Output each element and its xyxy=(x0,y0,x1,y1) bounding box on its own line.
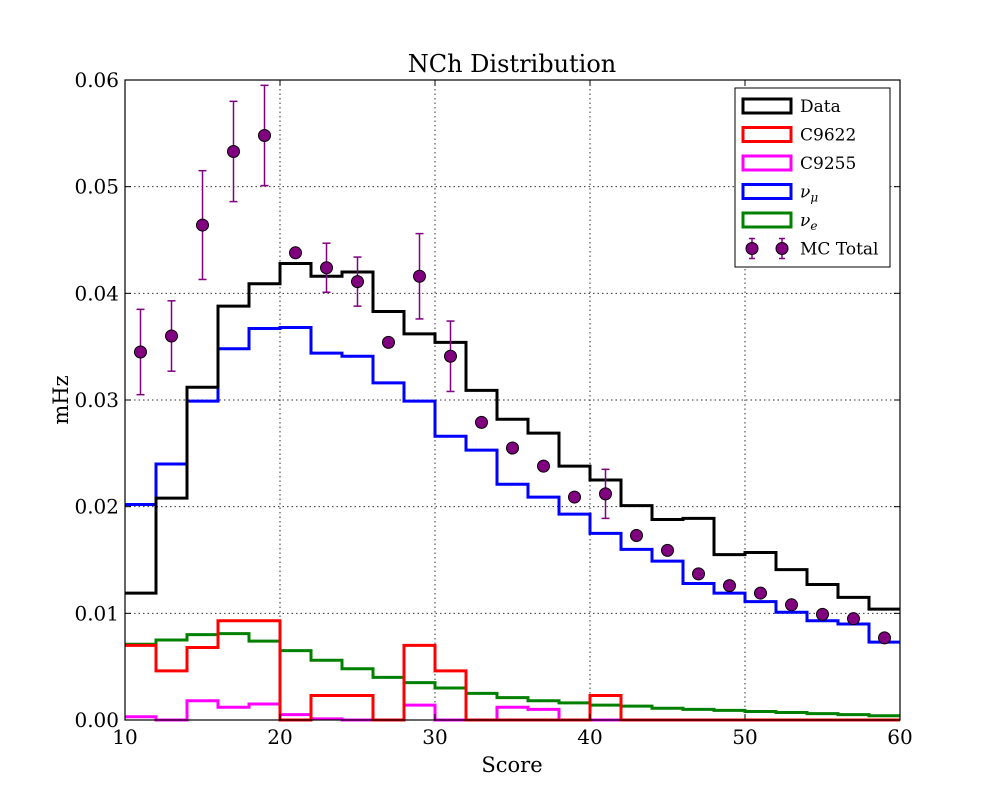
series-c9255-step xyxy=(125,699,900,722)
x-axis-label: Score xyxy=(481,753,542,777)
series-data-step xyxy=(125,261,900,611)
mc-total-point xyxy=(320,261,333,275)
mc-total-point xyxy=(475,415,488,429)
series-c9622-step xyxy=(125,619,900,722)
mc-total-point xyxy=(537,459,550,473)
mc-total-point xyxy=(134,345,147,359)
series-layer xyxy=(125,84,900,722)
x-tick-label: 60 xyxy=(887,725,912,749)
x-tick-label: 10 xyxy=(112,725,137,749)
series-nu-mu-step xyxy=(125,325,900,644)
y-tick-label: 0.06 xyxy=(74,68,119,92)
legend-label: Data xyxy=(800,97,841,117)
mc-total-point xyxy=(723,579,736,593)
y-tick-label: 0.05 xyxy=(74,175,119,199)
y-axis-label: mHz xyxy=(49,375,73,424)
legend-swatch xyxy=(741,97,793,115)
mc-total-point xyxy=(382,335,395,349)
mc-total-point xyxy=(165,329,178,343)
mc-total-point xyxy=(816,607,829,621)
legend: Data C9622 C9255 νμ νe MC Total xyxy=(734,87,891,268)
legend-swatch xyxy=(741,211,793,229)
legend-swatch xyxy=(741,183,793,200)
x-tick-label: 20 xyxy=(267,725,292,749)
mc-total-point xyxy=(785,598,798,612)
mc-total-point xyxy=(568,490,581,504)
legend-label: νe xyxy=(800,211,817,233)
axis-ticks: 10 20 30 40 50 60 0.00 0.01 0.02 0.03 0.04 0.05 0.06 xyxy=(74,68,912,749)
legend-swatch xyxy=(741,126,793,143)
chart-title: NCh Distribution xyxy=(408,50,617,78)
mc-total-point xyxy=(661,543,674,557)
mc-total-point xyxy=(506,441,519,455)
series-nu-e-step xyxy=(125,632,900,718)
y-tick-label: 0.02 xyxy=(74,495,119,519)
legend-box xyxy=(734,87,891,268)
y-tick-label: 0.03 xyxy=(74,388,119,412)
mc-total-point xyxy=(878,631,891,645)
x-tick-label: 40 xyxy=(577,725,602,749)
legend-swatch xyxy=(741,154,793,172)
legend-marker xyxy=(775,242,789,255)
mc-total-point xyxy=(599,487,612,501)
y-tick-label: 0.04 xyxy=(74,281,119,305)
legend-marker xyxy=(745,242,759,255)
mc-total-point xyxy=(289,246,302,260)
x-tick-label: 50 xyxy=(732,725,757,749)
mc-total-point xyxy=(196,218,209,232)
mc-total-point xyxy=(444,349,457,363)
mc-total-point xyxy=(227,144,240,158)
y-tick-label: 0.00 xyxy=(74,708,119,732)
legend-label: νμ xyxy=(800,183,818,205)
x-tick-label: 30 xyxy=(422,725,447,749)
y-tick-label: 0.01 xyxy=(74,601,119,625)
mc-total-point xyxy=(630,528,643,542)
mc-total-point xyxy=(847,612,860,626)
legend-label: C9255 xyxy=(800,154,856,174)
mc-total-point xyxy=(258,128,271,142)
legend-label: C9622 xyxy=(800,126,856,146)
mc-total-point xyxy=(413,269,426,283)
mc-total-point xyxy=(692,567,705,581)
legend-label: MC Total xyxy=(800,240,878,260)
mc-total-point xyxy=(351,275,364,289)
mc-total-point xyxy=(754,586,767,600)
